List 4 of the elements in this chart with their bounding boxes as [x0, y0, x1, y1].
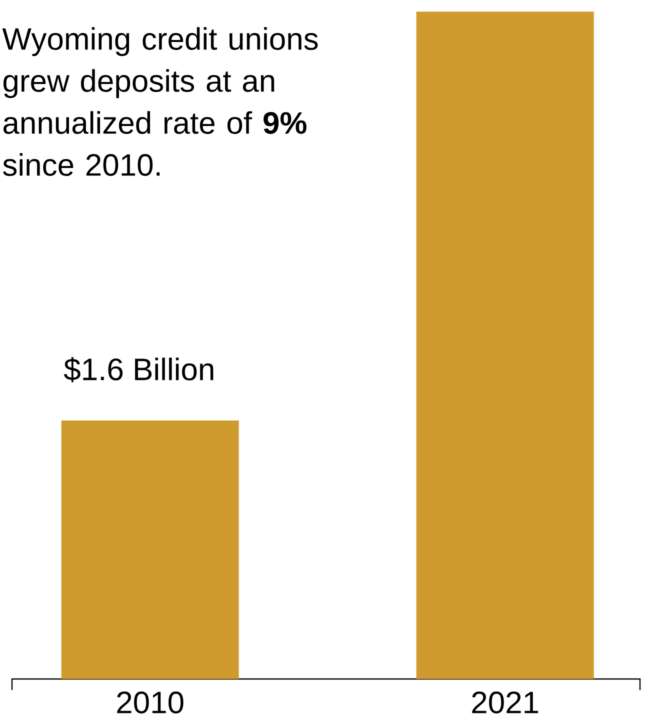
data-label: $1.6 Billion: [64, 357, 214, 382]
x-tick-label: 2010: [117, 692, 184, 714]
x-tick-label: 2021: [472, 692, 538, 714]
text: Wyoming credit unions grew deposits at an annualized rate of 9% since 2010.: [2, 27, 318, 176]
